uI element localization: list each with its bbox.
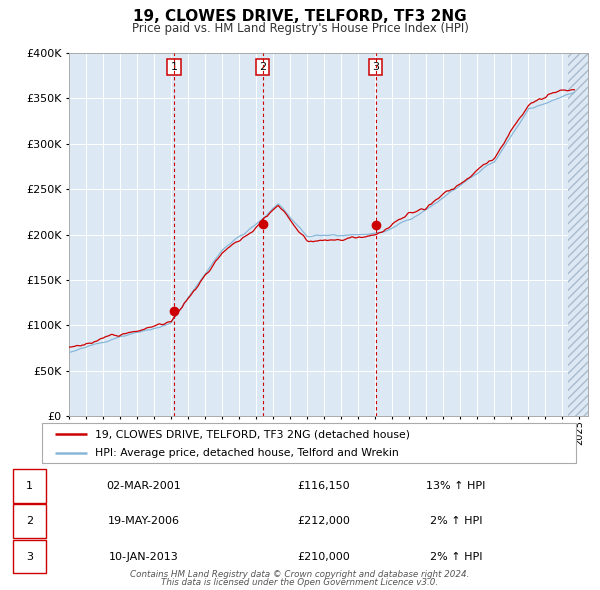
Text: 19, CLOWES DRIVE, TELFORD, TF3 2NG: 19, CLOWES DRIVE, TELFORD, TF3 2NG xyxy=(133,9,467,24)
Text: £212,000: £212,000 xyxy=(298,516,350,526)
Text: This data is licensed under the Open Government Licence v3.0.: This data is licensed under the Open Gov… xyxy=(161,578,439,587)
Text: 19, CLOWES DRIVE, TELFORD, TF3 2NG (detached house): 19, CLOWES DRIVE, TELFORD, TF3 2NG (deta… xyxy=(95,430,410,440)
Text: 10-JAN-2013: 10-JAN-2013 xyxy=(109,552,179,562)
Text: Contains HM Land Registry data © Crown copyright and database right 2024.: Contains HM Land Registry data © Crown c… xyxy=(130,571,470,579)
Text: 3: 3 xyxy=(26,552,33,562)
Text: 1: 1 xyxy=(170,62,178,72)
Bar xyxy=(568,53,588,416)
Text: 19-MAY-2006: 19-MAY-2006 xyxy=(108,516,180,526)
Text: 2: 2 xyxy=(259,62,266,72)
Text: 13% ↑ HPI: 13% ↑ HPI xyxy=(427,481,485,491)
Text: 2% ↑ HPI: 2% ↑ HPI xyxy=(430,552,482,562)
Text: Price paid vs. HM Land Registry's House Price Index (HPI): Price paid vs. HM Land Registry's House … xyxy=(131,22,469,35)
Text: 1: 1 xyxy=(26,481,33,491)
Text: HPI: Average price, detached house, Telford and Wrekin: HPI: Average price, detached house, Telf… xyxy=(95,448,399,458)
Text: £210,000: £210,000 xyxy=(298,552,350,562)
Text: 2: 2 xyxy=(26,516,33,526)
Text: £116,150: £116,150 xyxy=(298,481,350,491)
Text: 2% ↑ HPI: 2% ↑ HPI xyxy=(430,516,482,526)
FancyBboxPatch shape xyxy=(42,423,576,463)
Text: 3: 3 xyxy=(373,62,379,72)
Text: 02-MAR-2001: 02-MAR-2001 xyxy=(107,481,181,491)
